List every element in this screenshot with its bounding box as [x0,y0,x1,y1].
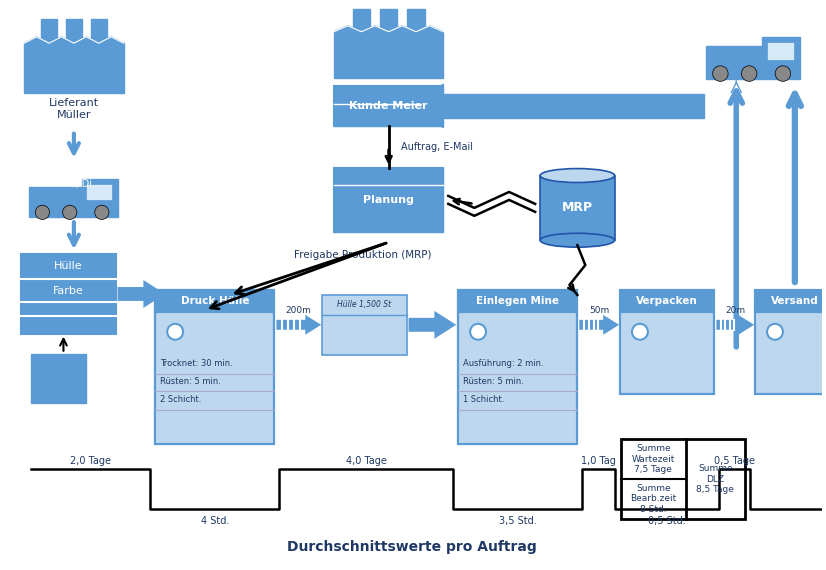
Bar [87,184,112,199]
Text: Planung: Planung [363,195,414,205]
Text: Rüsten: 5 min.: Rüsten: 5 min. [463,377,524,386]
Bar [21,254,116,334]
Text: 200m: 200m [285,306,311,315]
Bar [620,312,714,394]
Text: Versand: Versand [771,296,819,306]
Circle shape [775,66,790,82]
Bar [334,185,444,232]
Bar [155,312,274,444]
Text: Trocknet: 30 min.: Trocknet: 30 min. [160,359,233,368]
Text: Fr: Fr [712,22,721,32]
Bar [621,439,745,519]
Bar [155,290,274,444]
Circle shape [167,324,183,340]
Polygon shape [277,315,321,335]
Bar [91,19,107,43]
Bar [334,86,444,104]
Text: Durchschnittswerte pro Auftrag: Durchschnittswerte pro Auftrag [287,540,536,553]
Bar [458,312,577,444]
Bar [620,290,714,394]
Bar [66,19,82,43]
Text: 0,5 Std.: 0,5 Std. [648,516,686,526]
Text: Summe
DLZ
8,5 Tage: Summe DLZ 8,5 Tage [696,464,734,494]
Text: Summe
Bearb.zeit
8 Std.: Summe Bearb.zeit 8 Std. [630,484,676,514]
Bar [334,86,444,126]
Text: 2,0 Tage: 2,0 Tage [70,456,112,466]
Bar [31,353,86,404]
Text: 4 Std.: 4 Std. [201,516,229,526]
Circle shape [767,324,783,340]
Ellipse shape [540,233,615,247]
Circle shape [36,205,50,219]
Text: Kunde Meier: Kunde Meier [349,101,428,111]
Polygon shape [24,37,124,43]
Polygon shape [579,315,619,335]
Bar [706,46,762,79]
Bar [458,290,577,444]
Polygon shape [421,84,444,128]
Bar [334,168,444,232]
Text: 0,5 Tage: 0,5 Tage [714,456,755,466]
Text: 20m: 20m [725,306,745,315]
Bar [755,290,826,312]
Text: Farbe: Farbe [53,286,83,296]
Bar [41,19,57,43]
Bar [767,42,794,60]
Circle shape [742,66,757,82]
Bar [458,290,577,312]
Text: Mo, Di: Mo, Di [61,180,92,189]
Bar [82,179,118,217]
Bar [755,312,826,394]
Text: Freigabe Produktion (MRP): Freigabe Produktion (MRP) [294,250,432,260]
Polygon shape [409,311,456,339]
Text: 1 Schicht.: 1 Schicht. [463,395,505,404]
Bar [458,290,577,444]
Text: 3,5 Std.: 3,5 Std. [499,516,537,526]
Bar [334,104,444,126]
Bar [24,43,124,92]
Text: Ausführung: 2 min.: Ausführung: 2 min. [463,359,544,368]
Text: Rüsten: 5 min.: Rüsten: 5 min. [160,377,221,386]
Text: 50m: 50m [589,306,610,315]
Text: Lieferant
Müller: Lieferant Müller [49,98,99,120]
Polygon shape [117,280,165,308]
Text: MRP: MRP [562,201,593,214]
Bar [755,290,826,394]
Text: 4,0 Tage: 4,0 Tage [346,456,387,466]
Bar [620,290,714,312]
Bar [322,295,406,355]
Circle shape [95,205,109,219]
Polygon shape [334,26,444,32]
Bar [407,9,425,32]
Bar [540,176,615,240]
Circle shape [63,205,77,219]
Bar [155,290,274,444]
Text: Einlegen Mine: Einlegen Mine [477,296,559,306]
Bar [155,410,274,444]
Text: Hülle: Hülle [55,261,83,271]
Text: Auftrag, E-Mail: Auftrag, E-Mail [401,142,472,152]
Text: Druck Hülle: Druck Hülle [181,296,249,306]
Bar [29,187,82,217]
Bar [444,94,705,118]
Bar [155,290,274,312]
Text: Verpacken: Verpacken [636,296,698,306]
Bar [380,9,397,32]
Bar [762,37,800,79]
Text: 1,0 Tag: 1,0 Tag [582,456,616,466]
Bar [353,9,370,32]
Bar [334,168,444,185]
Text: Summe
Wartezeit
7,5 Tage: Summe Wartezeit 7,5 Tage [632,444,675,474]
Bar [458,410,577,444]
Text: Hülle 1,500 St: Hülle 1,500 St [337,300,392,310]
Circle shape [632,324,648,340]
Bar [334,32,444,78]
Text: 2 Schicht.: 2 Schicht. [160,395,202,404]
Circle shape [470,324,486,340]
Ellipse shape [540,169,615,182]
Polygon shape [716,315,754,335]
Circle shape [713,66,728,82]
